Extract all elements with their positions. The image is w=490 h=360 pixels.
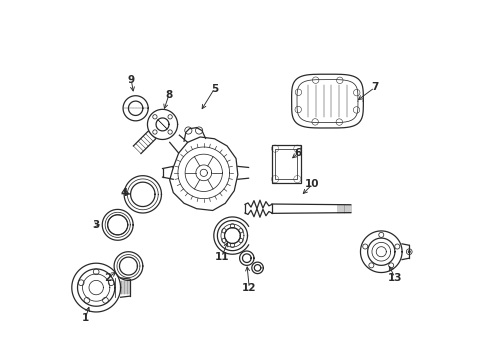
Text: 4: 4 bbox=[121, 188, 128, 198]
Text: 2: 2 bbox=[104, 273, 112, 283]
Text: 12: 12 bbox=[242, 283, 257, 293]
Bar bbox=[271, 145, 301, 183]
Text: 10: 10 bbox=[305, 179, 319, 189]
Text: 1: 1 bbox=[82, 313, 89, 323]
Text: 11: 11 bbox=[215, 252, 229, 262]
Text: 6: 6 bbox=[294, 148, 302, 158]
Bar bbox=[275, 149, 297, 179]
Text: 8: 8 bbox=[165, 90, 172, 100]
Circle shape bbox=[408, 251, 410, 253]
Text: 7: 7 bbox=[371, 82, 378, 93]
Text: 13: 13 bbox=[388, 273, 402, 283]
Text: 5: 5 bbox=[211, 84, 218, 94]
Text: 9: 9 bbox=[128, 75, 135, 85]
Text: 3: 3 bbox=[92, 220, 99, 230]
